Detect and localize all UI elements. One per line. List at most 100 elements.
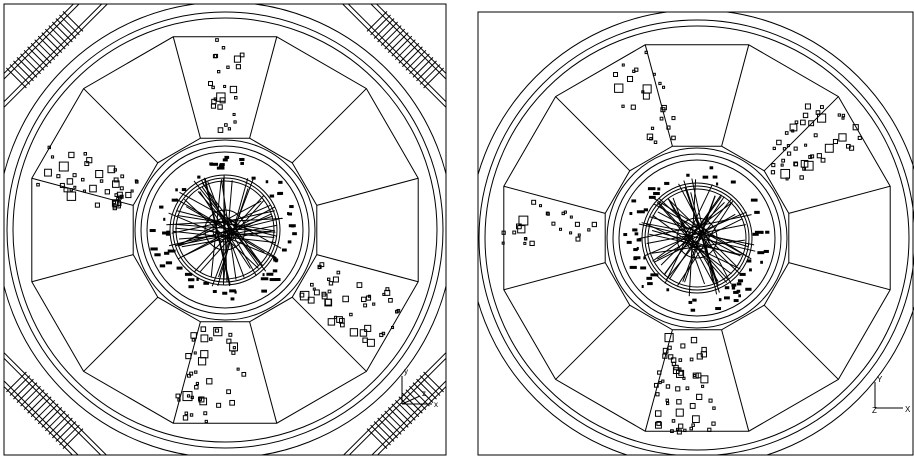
tracker-hit	[171, 198, 178, 202]
support-hatch	[23, 389, 45, 411]
calorimeter-cell	[47, 145, 51, 150]
tracker-hit	[288, 212, 293, 216]
calorimeter-cell	[676, 429, 682, 435]
calorimeter-cell	[662, 347, 669, 354]
calorimeter-cell	[813, 133, 818, 138]
calorimeter-cell	[837, 113, 841, 117]
tracker-hit	[715, 307, 722, 311]
support-hatch	[44, 28, 66, 50]
calorimeter-cell	[217, 127, 224, 133]
tracker-hit	[291, 224, 295, 228]
support-hatch	[37, 403, 59, 425]
tracker-hit	[633, 257, 638, 261]
calorimeter-cell	[857, 135, 862, 140]
calorimeter-cell	[194, 384, 199, 390]
calorimeter-cell	[642, 92, 650, 100]
track	[180, 200, 262, 245]
calorimeter-cell	[112, 199, 121, 209]
support-hatch	[416, 60, 437, 82]
track	[652, 230, 740, 256]
track	[658, 202, 729, 281]
support-hatch	[377, 21, 398, 43]
support-hatch	[412, 57, 434, 78]
sector-edge	[83, 296, 159, 372]
tracker-hit	[641, 284, 644, 288]
calorimeter-cell	[841, 113, 846, 118]
sector-edge	[788, 185, 891, 214]
calorimeter-cell	[340, 322, 345, 328]
calorimeter-cell	[678, 367, 682, 371]
outer-ring	[6, 11, 444, 449]
panel-right	[478, 12, 914, 455]
support-hatch	[412, 382, 434, 403]
calorimeter-cell	[99, 179, 104, 183]
calorimeter-cell	[236, 367, 240, 371]
sector-edge	[249, 36, 278, 139]
tracker-hit	[636, 238, 642, 242]
tracker-hit	[640, 266, 647, 270]
calorimeter-cell	[690, 336, 698, 344]
calorimeter-cell	[206, 378, 213, 385]
calorimeter-cell	[666, 125, 671, 130]
tracker-hit	[623, 233, 628, 237]
sector-edge	[555, 96, 631, 172]
track	[193, 180, 267, 272]
tracker-hit	[631, 199, 637, 203]
calorimeter-cell	[794, 120, 799, 125]
track	[178, 231, 272, 240]
tracker-hit	[643, 208, 649, 212]
calorimeter-cell	[185, 353, 192, 360]
sector-edge	[172, 36, 201, 139]
support-hatch	[366, 428, 388, 449]
calorimeter-cell	[539, 204, 543, 208]
calorimeter-cell	[772, 146, 776, 151]
calorimeter-cell	[824, 143, 834, 153]
tracker-hit	[738, 294, 742, 298]
calorimeter-cell	[221, 46, 226, 50]
tracker-hit	[737, 279, 744, 283]
track	[220, 179, 237, 280]
calorimeter-cell	[675, 386, 681, 392]
calorimeter-cell	[191, 338, 196, 342]
tracker-hit	[646, 276, 653, 280]
calorimeter-cell	[786, 151, 792, 156]
calorimeter-cell	[186, 394, 191, 398]
tracker-hit	[273, 256, 277, 260]
calorimeter-cell	[780, 163, 784, 167]
calorimeter-cell	[712, 406, 716, 410]
tracker-hit	[163, 217, 166, 221]
tracker-hit	[760, 260, 763, 264]
support-hatch	[48, 414, 70, 435]
calorimeter-cell	[691, 423, 695, 427]
calorimeter-cell	[200, 334, 209, 343]
support-hatch	[48, 25, 70, 46]
track	[199, 191, 251, 269]
track	[684, 187, 719, 286]
calorimeter-cell	[50, 155, 55, 159]
tracker-hit	[629, 212, 633, 216]
calorimeter-cell	[194, 370, 198, 374]
axis-label: y	[404, 367, 408, 376]
calorimeter-cell	[130, 189, 134, 193]
calorimeter-cell	[119, 186, 124, 191]
calorimeter-cell	[708, 398, 713, 403]
calorimeter-cell	[190, 395, 194, 400]
calorimeter-cell	[786, 144, 790, 148]
calorimeter-cell	[678, 370, 684, 376]
calorimeter-cell	[187, 373, 191, 378]
tracker-hit	[716, 182, 719, 186]
calorimeter-cell	[388, 298, 393, 303]
calorimeter-cell	[799, 175, 804, 180]
support-hatch	[37, 35, 59, 57]
support-hatch	[384, 410, 406, 432]
calorimeter-cell	[575, 236, 581, 242]
calorimeter-cell	[662, 353, 668, 359]
calorimeter-cell	[223, 84, 227, 88]
calorimeter-cell	[653, 382, 659, 388]
tracker-hit	[736, 282, 742, 286]
tracker-hit	[159, 205, 164, 209]
tracker-hit	[166, 230, 170, 234]
tracker-hit	[150, 247, 158, 251]
tracker-layer	[647, 188, 747, 288]
tracker-hit	[234, 290, 237, 294]
